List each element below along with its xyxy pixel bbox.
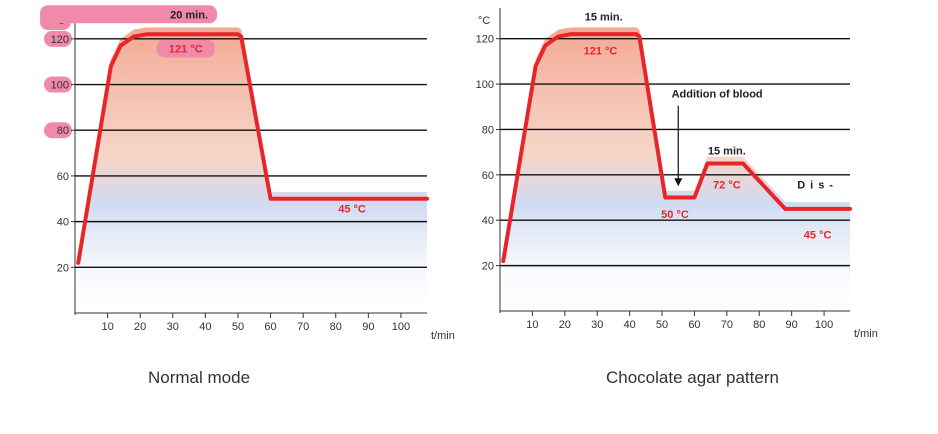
y-tick-highlight [44,122,72,139]
y-tick-label: 20 [57,262,69,274]
x-tick-label: 50 [656,319,668,331]
normal-mode-plot: 10203040506070809010020406080100120°Ct/m… [40,5,455,342]
x-axis-label: t/min [431,330,455,342]
x-tick-label: 60 [264,321,276,333]
annotation-label: 45 °C [804,229,832,241]
normal-mode-chart: 10203040506070809010020406080100120°Ct/m… [40,5,455,387]
annotation-label: 121 °C [584,46,618,58]
chocolate-agar-chart: 10 20 30 40 50 60 70 80 90 100 20 40 60 80 100 120 °C t/m… [469,0,938,434]
x-tick-label: 40 [624,319,636,331]
temperature-fill-area [503,27,850,311]
x-tick-label: 50 [232,321,244,333]
y-tick-highlight [44,76,72,93]
y-axis-label: °C [478,15,490,27]
normal-mode-caption: Normal mode [148,368,251,387]
y-tick-label: 100 [51,80,69,92]
annotation-label: 72 °C [713,179,741,191]
y-tick-label: 40 [482,215,494,227]
annotation-label: 121 °C [169,44,203,56]
annotation-label: 15 min. [708,145,746,157]
temperature-fill-area [78,27,427,314]
annotation-highlight [156,39,215,58]
x-tick-label: 70 [721,319,733,331]
temperature-curve [501,32,852,264]
x-tick-label: 40 [199,321,211,333]
annotation-label: 15 min. [585,12,623,24]
y-tick-label: 40 [57,217,69,229]
addition-arrow-head [674,178,683,187]
y-tick-label: 120 [51,34,69,46]
x-tick-label: 100 [815,319,833,331]
x-tick-label: 30 [591,319,603,331]
y-tick-highlight [44,30,72,47]
x-tick-label: 80 [330,321,342,333]
x-tick-label: 20 [559,319,571,331]
annotation-label: Dis- [797,179,838,191]
x-tick-label: 20 [134,321,146,333]
x-tick-label: 70 [297,321,309,333]
x-tick-label: 100 [392,321,410,333]
y-tick-label: 60 [57,171,69,183]
chocolate-agar-caption: Chocolate agar pattern [606,368,779,387]
y-tick-label: 80 [482,124,494,136]
y-tick-label: 20 [482,261,494,273]
annotation-highlight [40,5,218,24]
y-tick-label: 100 [476,79,494,91]
annotation-label: 50 °C [661,209,689,221]
x-tick-label: 10 [101,321,113,333]
y-tick-label: 120 [476,34,494,46]
x-tick-label: 90 [362,321,374,333]
annotation-label: 20 min. [170,9,208,21]
annotation-label: 45 °C [338,203,366,215]
x-tick-label: 30 [167,321,179,333]
y-tick-label: 80 [57,125,69,137]
x-tick-label: 10 [526,319,538,331]
y-tick-label: 60 [482,170,494,182]
x-tick-label: 90 [786,319,798,331]
temperature-curve [76,32,429,265]
x-tick-label: 80 [753,319,765,331]
x-axis-label: t/min [854,328,878,340]
chocolate-agar-plot: 10 20 30 40 50 60 70 80 90 100 20 40 60 80 100 120 °C t/m… [476,8,878,340]
annotation-label: Addition of blood [672,89,763,101]
x-tick-label: 60 [688,319,700,331]
